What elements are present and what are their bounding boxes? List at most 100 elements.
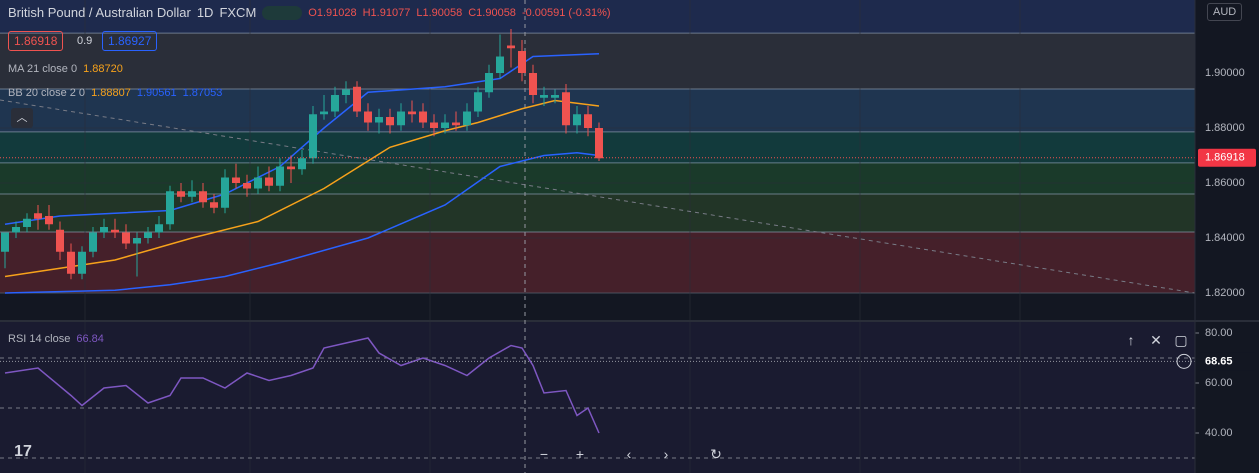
candle-body: [474, 92, 482, 112]
fib-zone: [0, 292, 1195, 320]
price-tick-label: 1.82000: [1205, 287, 1245, 299]
indicator-value: 1.88720: [83, 63, 123, 75]
candle-body: [166, 191, 174, 225]
exchange: FXCM: [219, 5, 257, 20]
price-tick-label: 1.84000: [1205, 232, 1245, 244]
indicator-bb: BB 20 close 2 0 1.88807 1.90561 1.87053: [8, 87, 222, 99]
collapse-button[interactable]: ︿: [11, 108, 33, 128]
candle-body: [584, 114, 592, 129]
candle-body: [232, 177, 240, 184]
candle-body: [386, 117, 394, 126]
candle-body: [408, 111, 416, 115]
price-tick-label: 1.90000: [1205, 67, 1245, 79]
indicator-rsi: RSI 14 close 66.84: [8, 333, 104, 345]
indicator-value: 1.90561: [136, 87, 177, 99]
candle-body: [529, 73, 537, 96]
candle-body: [188, 191, 196, 197]
candle-body: [67, 251, 75, 274]
price-tick-label: 1.88000: [1205, 122, 1245, 134]
sell-button[interactable]: 1.86918: [8, 31, 64, 51]
indicator-value: 1.88807: [91, 87, 131, 99]
candle-body: [23, 218, 31, 228]
candle-body: [342, 89, 350, 96]
candle-body: [452, 122, 460, 126]
rsi-tick-label: 80.00: [1205, 327, 1233, 339]
candle-body: [221, 177, 229, 208]
candle-body: [573, 114, 581, 126]
candle-body: [1, 232, 9, 252]
candle-body: [562, 92, 570, 126]
candle-body: [45, 216, 53, 225]
interval: 1D: [196, 5, 214, 20]
fib-zone: [0, 194, 1195, 232]
indicator-name: MA 21 close 0: [8, 63, 78, 75]
candle-body: [485, 73, 493, 93]
ohlc-low: L1.90058: [416, 6, 463, 19]
reset-button[interactable]: ↻: [710, 446, 722, 462]
candle-body: [34, 213, 42, 219]
candle-body: [441, 122, 449, 129]
status-pill[interactable]: [262, 5, 303, 20]
ohlc-open: O1.91028: [308, 6, 357, 19]
scroll-right-button[interactable]: ›: [663, 446, 669, 462]
ohlc-high: H1.91077: [362, 6, 411, 19]
rsi-tick-label: 60.00: [1205, 377, 1233, 389]
move-up-button[interactable]: ↑: [1127, 332, 1135, 348]
bb-upper: [4, 53, 600, 225]
fib-zone: [0, 33, 1195, 89]
rsi-pane: [0, 322, 1195, 473]
zoom-out-button[interactable]: −: [539, 446, 549, 462]
fib-zone: [0, 162, 1195, 195]
maximize-button[interactable]: ▢: [1174, 332, 1188, 348]
currency-button[interactable]: AUD: [1207, 3, 1243, 21]
candle-body: [518, 51, 526, 74]
ma-line: [4, 99, 600, 278]
spread: 0.9: [77, 35, 93, 47]
candle-body: [155, 224, 163, 233]
candle-body: [199, 191, 207, 203]
ohlc-change: -0.00591 (-0.31%): [521, 6, 611, 19]
indicator-name: RSI 14 close: [8, 333, 71, 345]
candle-body: [353, 86, 361, 112]
close-button[interactable]: ✕: [1150, 332, 1162, 348]
candle-body: [243, 183, 251, 189]
candle-body: [309, 114, 317, 159]
candle-body: [111, 229, 119, 233]
scroll-left-button[interactable]: ‹: [626, 446, 632, 462]
candle-body: [496, 56, 504, 74]
candle-body: [551, 95, 559, 98]
candle-body: [507, 45, 515, 49]
rsi-last-label: 68.65: [1205, 355, 1233, 367]
ohlc-close: C1.90058: [468, 6, 516, 19]
header: British Pound / Australian Dollar 1D FXC…: [8, 5, 611, 20]
candle-body: [144, 232, 152, 238]
indicator-name: BB 20 close 2 0: [8, 87, 86, 99]
indicator-value: 1.87053: [182, 87, 223, 99]
indicator-value: 66.84: [76, 333, 104, 345]
symbol: British Pound / Australian Dollar: [8, 5, 191, 20]
price-tick-label: 1.86000: [1205, 177, 1245, 189]
candle-body: [210, 202, 218, 208]
candle-body: [287, 166, 295, 170]
candle-body: [100, 227, 108, 233]
candle-body: [254, 177, 262, 189]
candle-body: [177, 191, 185, 197]
candle-body: [397, 111, 405, 126]
candle-body: [122, 232, 130, 244]
last-price-tag: [1198, 148, 1256, 167]
candle-body: [320, 111, 328, 115]
candle-body: [419, 111, 427, 123]
candle-body: [331, 95, 339, 112]
candle-body: [276, 166, 284, 186]
logo: 17: [14, 443, 32, 460]
zoom-in-button[interactable]: +: [575, 446, 585, 462]
candle-body: [430, 122, 438, 129]
indicator-ma: MA 21 close 0 1.88720: [8, 63, 123, 75]
candle-body: [463, 111, 471, 126]
candle-body: [12, 227, 20, 233]
candle-body: [375, 117, 383, 123]
trend-line: [0, 99, 1196, 294]
buy-button[interactable]: 1.86927: [102, 31, 158, 51]
